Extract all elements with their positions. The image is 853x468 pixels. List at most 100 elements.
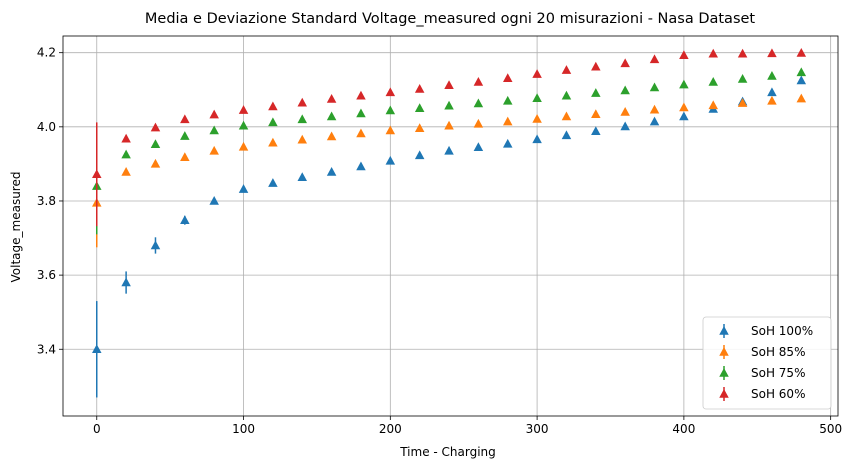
data-point: [561, 90, 572, 100]
legend-entry: SoH 75%: [719, 366, 805, 380]
y-tick-label: 3.8: [37, 194, 56, 208]
legend: SoH 100% SoH 85% SoH 75% SoH 60%: [702, 316, 832, 410]
plot-marks: [92, 48, 807, 398]
x-axis-label: Time - Charging: [399, 445, 496, 459]
data-point: [591, 88, 601, 97]
data-point: [209, 109, 219, 119]
data-point: [620, 107, 630, 116]
data-point: [649, 82, 660, 92]
data-point: [561, 130, 572, 140]
series-2: [92, 93, 807, 248]
data-point: [150, 158, 161, 168]
data-point: [532, 93, 542, 103]
data-point: [796, 48, 807, 57]
data-point: [268, 137, 278, 147]
data-point: [414, 123, 425, 133]
data-point: [385, 155, 396, 165]
data-point: [180, 152, 190, 161]
x-tick-label: 200: [379, 422, 402, 436]
data-point: [532, 114, 542, 123]
data-point: [150, 139, 161, 149]
data-point: [356, 108, 366, 118]
data-point: [620, 58, 630, 68]
data-point: [649, 116, 660, 126]
legend-marker: [719, 389, 729, 398]
x-tick-label: 100: [232, 422, 255, 436]
data-point: [502, 116, 513, 126]
data-point: [532, 134, 542, 144]
y-tick-label: 4.0: [37, 120, 56, 134]
data-point: [326, 131, 337, 141]
data-point: [502, 95, 513, 105]
x-tick-label: 500: [819, 422, 842, 436]
data-point: [679, 111, 689, 121]
data-point: [238, 184, 249, 193]
data-point: [238, 120, 249, 130]
data-point: [238, 141, 249, 151]
data-point: [502, 73, 513, 83]
legend-entry: SoH 60%: [719, 387, 805, 401]
data-point: [326, 94, 337, 103]
data-point: [708, 48, 718, 58]
data-point: [532, 69, 542, 78]
data-point: [268, 101, 278, 111]
data-point: [121, 149, 131, 159]
data-point: [356, 128, 366, 138]
data-point: [473, 98, 484, 108]
grid: [63, 36, 838, 416]
data-point: [591, 126, 601, 136]
data-point: [414, 103, 425, 113]
legend-label: SoH 100%: [751, 324, 813, 338]
data-point: [209, 125, 219, 135]
legend-label: SoH 75%: [751, 366, 805, 380]
data-point: [679, 102, 689, 112]
data-point: [209, 145, 219, 155]
data-point: [796, 67, 807, 77]
data-point: [473, 142, 484, 151]
data-point: [92, 344, 102, 354]
data-point: [767, 48, 777, 58]
axes-frame: [62, 35, 839, 417]
data-point: [180, 114, 190, 124]
data-point: [444, 80, 454, 90]
data-point: [502, 138, 513, 148]
y-tick-label: 4.2: [37, 46, 56, 60]
data-point: [649, 104, 660, 114]
data-point: [444, 120, 454, 130]
data-point: [356, 161, 366, 171]
y-axis-label: Voltage_measured: [9, 172, 23, 283]
data-point: [150, 240, 161, 250]
legend-marker: [719, 326, 729, 335]
data-point: [268, 117, 278, 127]
data-point: [121, 167, 131, 176]
data-point: [796, 93, 807, 103]
data-point: [121, 277, 131, 287]
data-point: [591, 109, 601, 118]
legend-entry: SoH 100%: [719, 324, 813, 338]
data-point: [444, 100, 454, 110]
data-point: [326, 111, 337, 121]
series-4: [92, 48, 807, 227]
data-point: [297, 97, 308, 107]
data-point: [385, 125, 396, 135]
data-point: [649, 54, 660, 64]
data-point: [737, 74, 748, 83]
legend-entry: SoH 85%: [719, 345, 805, 359]
data-point: [561, 111, 572, 121]
x-tick-label: 400: [672, 422, 695, 436]
data-point: [767, 95, 777, 105]
y-tick-label: 3.6: [37, 268, 56, 282]
series-1: [92, 75, 807, 398]
data-point: [620, 85, 630, 95]
x-tick-label: 0: [93, 422, 101, 436]
data-point: [297, 134, 308, 144]
data-point: [297, 172, 308, 181]
data-point: [356, 90, 366, 100]
data-point: [414, 150, 425, 160]
data-point: [209, 195, 219, 205]
data-point: [150, 122, 161, 132]
data-point: [180, 131, 190, 140]
data-point: [268, 178, 278, 187]
data-point: [444, 145, 454, 155]
